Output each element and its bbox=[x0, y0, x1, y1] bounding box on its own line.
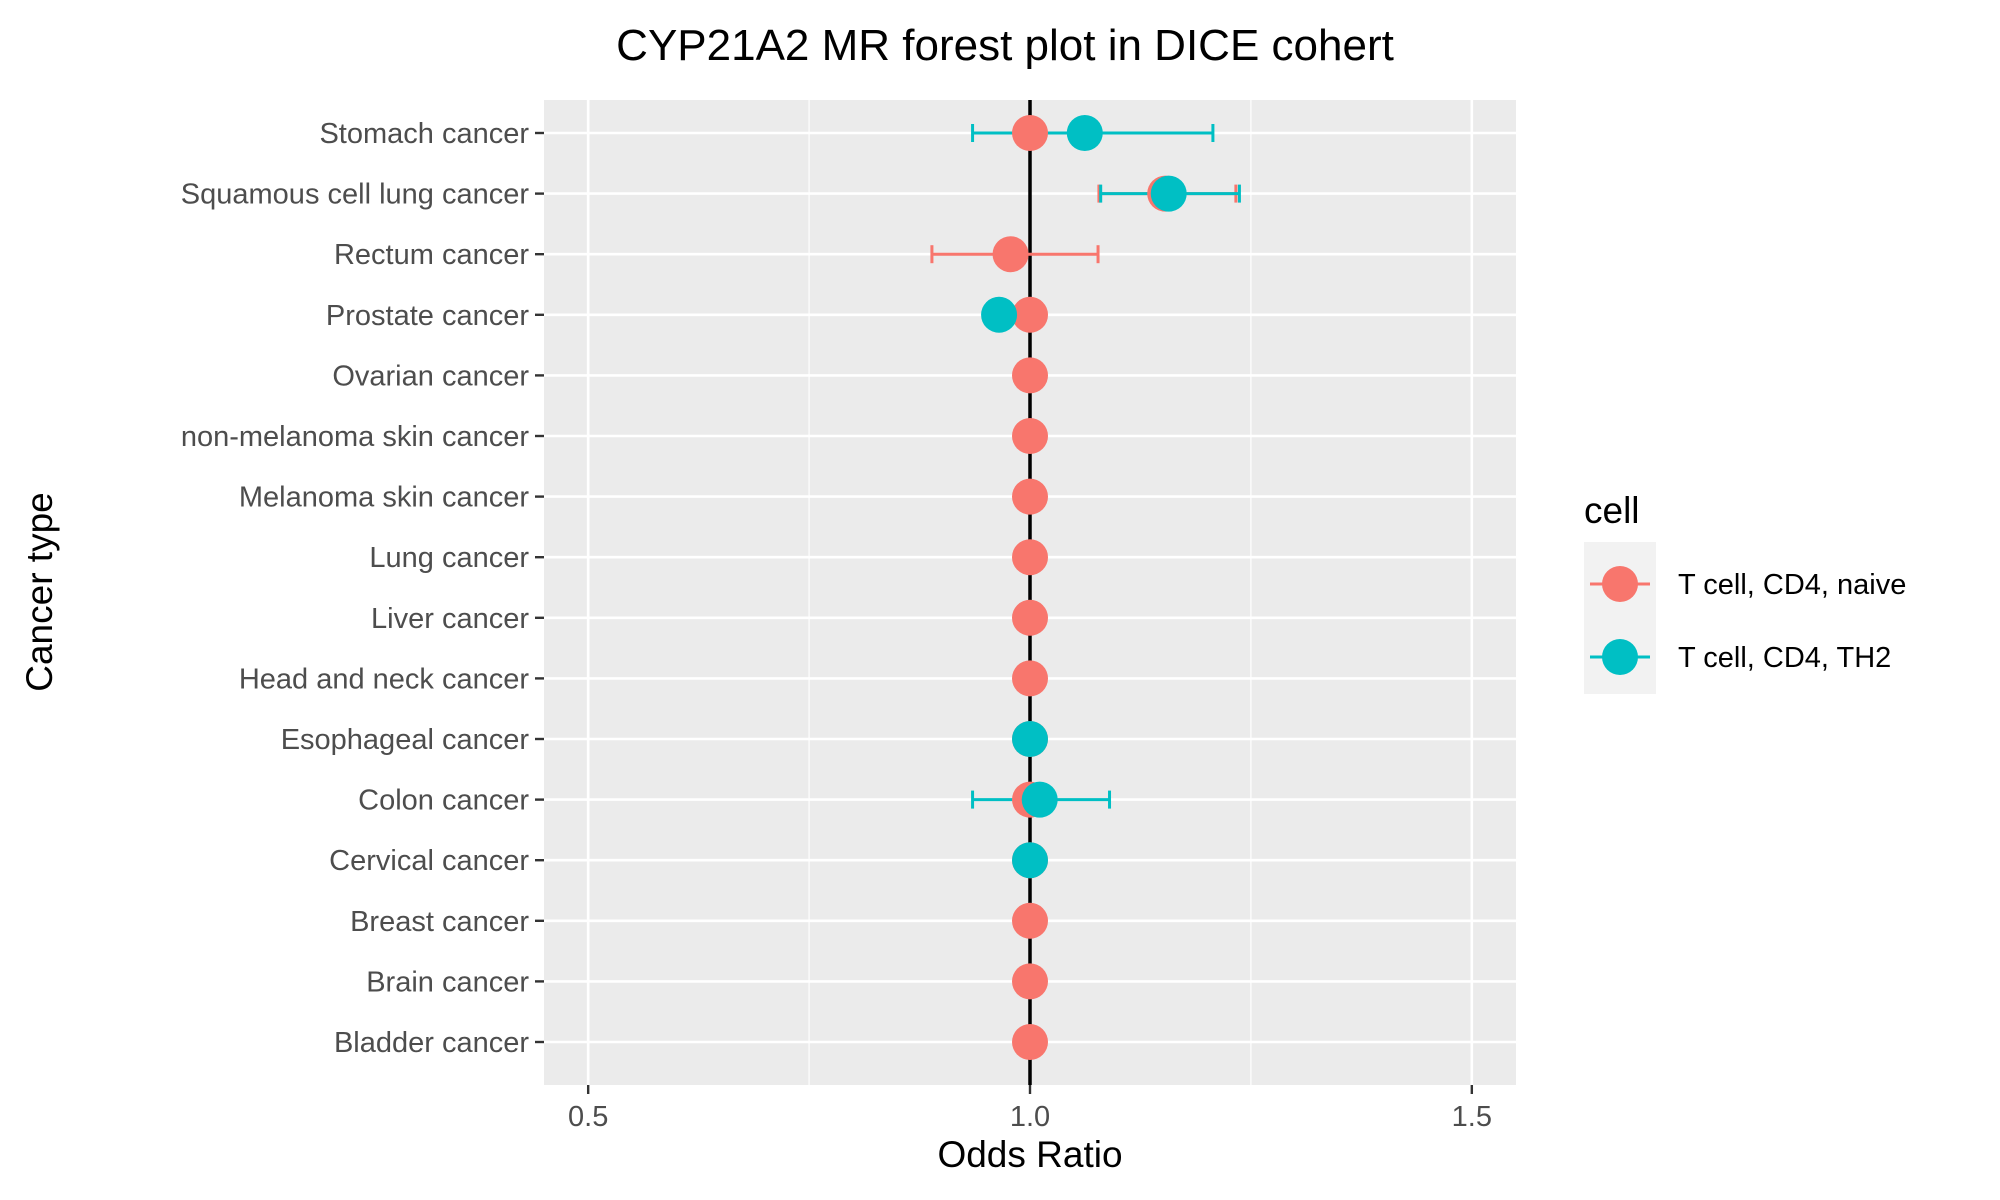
data-point bbox=[1012, 539, 1048, 576]
y-tick-label: non-melanoma skin cancer bbox=[181, 421, 530, 453]
y-tick-label: Bladder cancer bbox=[334, 1027, 529, 1059]
data-point bbox=[1012, 357, 1048, 394]
x-tick-label: 0.5 bbox=[568, 1101, 608, 1133]
chart-title: CYP21A2 MR forest plot in DICE cohert bbox=[616, 21, 1394, 70]
y-axis-ticks: Stomach cancer Squamous cell lung cancer R… bbox=[181, 118, 544, 1059]
data-point bbox=[1012, 1024, 1048, 1060]
legend-label: T cell, CD4, naive bbox=[1678, 569, 1906, 601]
legend-key-point bbox=[1602, 566, 1638, 602]
y-axis-title: Cancer type bbox=[19, 492, 60, 692]
legend-entries: T cell, CD4, naive T cell, CD4, TH2 bbox=[1590, 566, 1906, 675]
data-point bbox=[1012, 418, 1048, 454]
data-point bbox=[1066, 115, 1103, 151]
data-point bbox=[1012, 599, 1048, 636]
data-point bbox=[1021, 781, 1058, 818]
data-point bbox=[1012, 296, 1048, 333]
data-point bbox=[1012, 660, 1048, 697]
legend-label: T cell, CD4, TH2 bbox=[1678, 642, 1891, 674]
data-point bbox=[1012, 842, 1048, 879]
data-series bbox=[930, 115, 1241, 1060]
data-point bbox=[1150, 175, 1187, 212]
y-tick-label: Melanoma skin cancer bbox=[239, 482, 529, 514]
y-tick-label: Brain cancer bbox=[366, 966, 529, 998]
y-tick-label: Prostate cancer bbox=[326, 300, 529, 332]
y-tick-label: Squamous cell lung cancer bbox=[181, 179, 530, 211]
y-tick-label: Ovarian cancer bbox=[332, 360, 529, 392]
y-tick-label: Cervical cancer bbox=[329, 845, 529, 877]
y-tick-label: Lung cancer bbox=[369, 542, 529, 574]
y-tick-label: Breast cancer bbox=[350, 906, 529, 938]
data-point bbox=[1012, 902, 1048, 939]
data-point bbox=[1012, 963, 1048, 1000]
y-tick-label: Stomach cancer bbox=[319, 118, 529, 150]
data-point bbox=[992, 236, 1029, 273]
legend: cell T cell, CD4, naive T cell, CD4, TH2 bbox=[1584, 490, 1906, 694]
x-tick-label: 1.5 bbox=[1452, 1101, 1492, 1133]
y-tick-label: Colon cancer bbox=[358, 785, 529, 817]
x-tick-label: 1.0 bbox=[1010, 1101, 1050, 1133]
data-point bbox=[1012, 115, 1048, 151]
legend-key-point bbox=[1602, 639, 1638, 675]
x-axis-ticks: 0.5 1.0 1.5 bbox=[568, 1085, 1492, 1133]
y-tick-label: Esophageal cancer bbox=[281, 724, 530, 756]
y-tick-label: Rectum cancer bbox=[334, 239, 529, 271]
data-point bbox=[1012, 478, 1048, 515]
x-axis-title: Odds Ratio bbox=[937, 1134, 1122, 1175]
data-point bbox=[1012, 721, 1048, 757]
legend-title: cell bbox=[1584, 490, 1640, 531]
data-point bbox=[981, 296, 1018, 333]
y-tick-label: Head and neck cancer bbox=[239, 663, 530, 695]
y-tick-label: Liver cancer bbox=[371, 603, 529, 635]
